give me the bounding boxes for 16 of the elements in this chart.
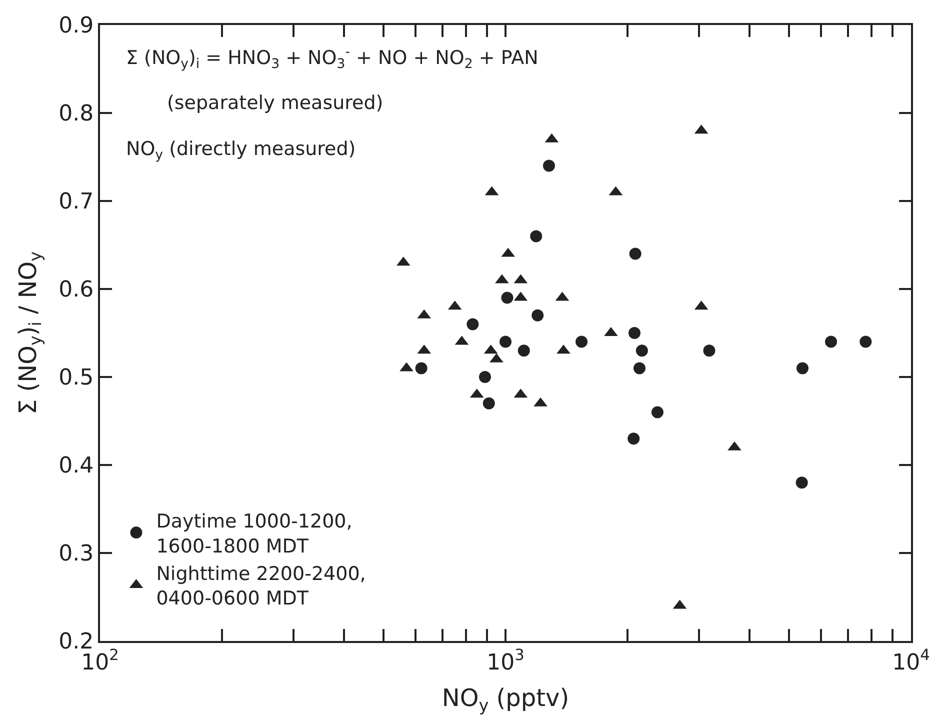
y-tick-label: 0.3 xyxy=(58,542,94,567)
y-tick-label: 0.9 xyxy=(58,14,94,39)
y-tick-label: 0.8 xyxy=(58,102,94,127)
x-tick-label: 10$^{3}$ xyxy=(486,646,524,676)
y-tick-label: 0.7 xyxy=(58,190,94,215)
y-tick-label: 0.5 xyxy=(58,366,94,391)
x-axis-title: NO$_{y}$ (pptv) xyxy=(442,684,570,716)
y-tick-label: 0.4 xyxy=(58,454,94,479)
x-tick-label: 10$^{4}$ xyxy=(892,646,930,676)
annotation: (separately measured) xyxy=(167,92,384,114)
annotation: NO$_{y}$ (directly measured) xyxy=(126,138,356,163)
y-tick-label: 0.2 xyxy=(58,630,94,655)
y-tick-label: 0.6 xyxy=(58,278,94,303)
text: Σ (NO$_{y}$)$_{i}$ = HNO$_{3}$ + NO$_{3}$$^{-}$ + NO + NO$_{2}$ + PAN xyxy=(126,45,538,72)
legend-label: Daytime 1000-1200, 1600-1800 MDT xyxy=(156,510,352,558)
legend-label: Nighttime 2200-2400, 0400-0600 MDT xyxy=(156,563,366,610)
